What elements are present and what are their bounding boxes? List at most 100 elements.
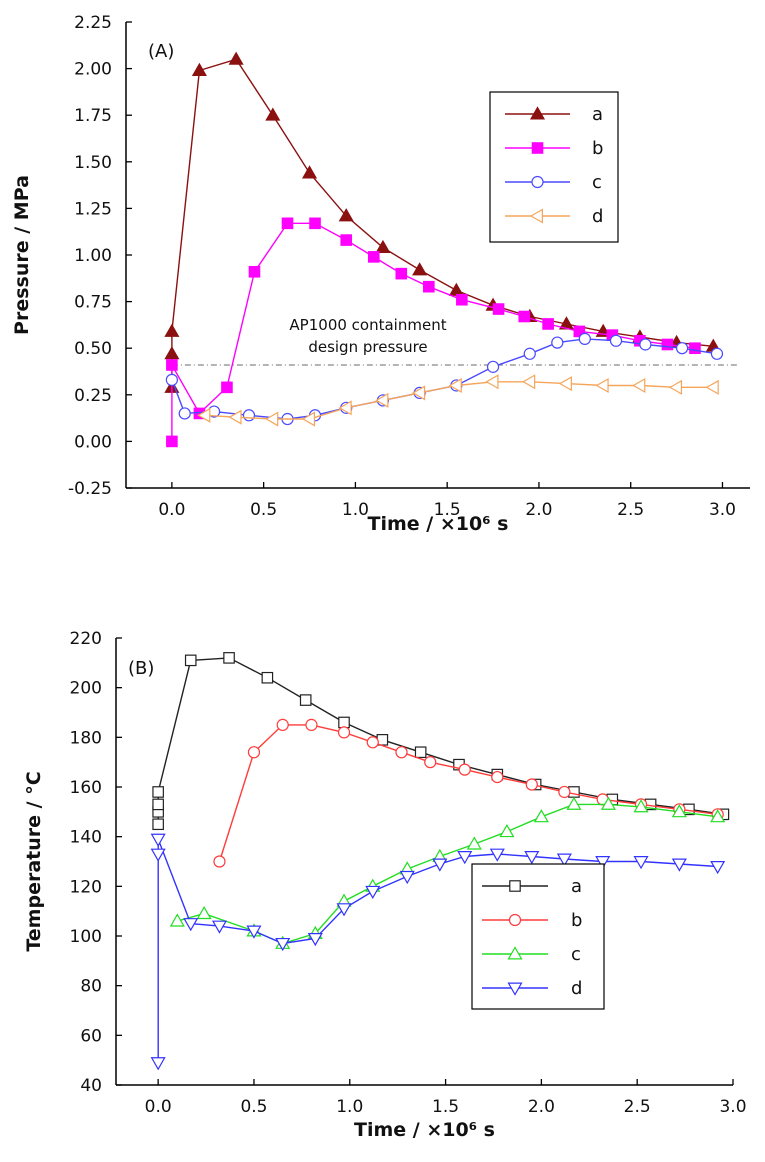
legend-label-b: b — [592, 138, 603, 159]
series-line-d — [157, 838, 718, 1063]
data-point-c-9 — [466, 836, 482, 850]
data-point-a-4 — [184, 654, 197, 667]
y-axis-title: Temperature / °C — [23, 771, 45, 951]
data-point-d-11 — [595, 377, 609, 394]
data-point-d-7 — [448, 377, 462, 394]
data-point-b-19 — [689, 342, 701, 354]
data-point-a-3 — [191, 62, 207, 76]
data-point-c-17 — [710, 347, 724, 360]
legend-entry-a: a — [482, 876, 582, 897]
y-tick-label: 180 — [70, 728, 102, 748]
series-line-c — [177, 803, 718, 945]
data-point-a-2 — [152, 798, 164, 811]
data-point-d-12 — [457, 851, 473, 865]
data-point-d-2 — [265, 411, 279, 427]
data-point-c-3 — [242, 409, 256, 422]
data-point-b-8 — [367, 251, 380, 263]
data-point-a-0 — [152, 818, 164, 831]
legend-box — [489, 91, 619, 243]
data-point-c-11 — [533, 809, 549, 823]
data-point-d-10 — [399, 870, 415, 885]
legend-label-c: c — [571, 944, 581, 965]
data-point-b-5 — [366, 736, 379, 749]
annotation-text: AP1000 containment — [289, 316, 446, 334]
y-tick-label: 80 — [80, 977, 102, 997]
x-tick-label: 1.5 — [434, 500, 461, 520]
y-tick-label: 140 — [70, 828, 102, 848]
data-point-d-7 — [307, 933, 323, 947]
x-tick-label: 1.0 — [336, 1097, 363, 1117]
annotation-text: design pressure — [308, 338, 427, 356]
data-point-d-8 — [336, 903, 352, 917]
data-point-d-18 — [671, 858, 687, 872]
data-point-c-0 — [165, 373, 179, 387]
data-point-b-3 — [305, 718, 318, 732]
y-tick-label: 120 — [70, 877, 102, 897]
legend-entry-c: c — [505, 172, 602, 193]
legend-label-b: b — [571, 910, 582, 931]
x-tick-label: 2.5 — [624, 1097, 651, 1117]
legend-label-d: d — [571, 978, 582, 999]
data-point-d-14 — [705, 379, 719, 395]
x-tick-label: 0.0 — [158, 500, 185, 520]
data-point-d-6 — [411, 385, 426, 401]
data-point-b-6 — [395, 746, 408, 759]
y-axis-title: Pressure / MPa — [11, 175, 33, 335]
y-tick-label: 1.75 — [74, 106, 112, 126]
data-point-d-6 — [275, 937, 291, 952]
data-point-a-8 — [338, 716, 350, 729]
data-point-c-13 — [600, 796, 616, 810]
panel-label: (B) — [128, 658, 154, 679]
legend-label-a: a — [571, 876, 582, 897]
series-d — [197, 374, 719, 427]
y-tick-label: 0.75 — [74, 293, 112, 313]
legend-entry-d: d — [482, 978, 582, 999]
data-point-d-13 — [489, 848, 505, 862]
data-point-c-legend — [507, 946, 523, 960]
data-point-b-11 — [558, 785, 571, 799]
x-axis-title: Time / ×10⁶ s — [354, 1119, 495, 1141]
data-point-a-2 — [164, 323, 180, 337]
y-tick-label: 0.00 — [74, 432, 112, 452]
y-tick-label: -0.25 — [68, 479, 112, 499]
x-tick-label: 0.5 — [240, 1097, 267, 1117]
data-point-a-8 — [375, 239, 391, 254]
x-tick-label: 2.5 — [617, 500, 644, 520]
data-point-d-5 — [246, 925, 262, 939]
x-tick-label: 0.0 — [145, 1097, 172, 1117]
series-line-a — [171, 58, 714, 388]
data-point-a-3 — [152, 786, 164, 798]
data-point-a-legend — [509, 880, 521, 892]
data-point-a-7 — [299, 694, 312, 706]
legend-entry-b: b — [482, 910, 582, 931]
data-point-c-10 — [486, 360, 500, 373]
panel-label: (A) — [148, 41, 174, 62]
chart-panel-temperature: 40 60 80 100 120 140 160 180 200 220 0.0 0.5 1.0 1.5 2… — [23, 629, 747, 1141]
data-point-d-17 — [633, 856, 649, 870]
series-line-b — [218, 724, 718, 862]
data-point-d-legend — [529, 208, 543, 224]
x-tick-label: 1.5 — [432, 1097, 459, 1117]
data-point-c-12 — [566, 796, 582, 810]
legend-label-c: c — [592, 172, 602, 193]
data-point-b-8 — [458, 763, 471, 776]
x-tick-label: 2.0 — [525, 500, 552, 520]
data-point-c-15 — [639, 338, 652, 351]
y-tick-label: 1.00 — [74, 246, 112, 266]
data-point-d-9 — [522, 374, 536, 390]
data-point-d-10 — [558, 376, 572, 392]
y-tick-label: 200 — [70, 679, 102, 699]
data-point-b-7 — [424, 756, 437, 769]
y-tick-label: 0.50 — [74, 339, 112, 359]
x-tick-label: 1.0 — [342, 500, 369, 520]
legend-box — [471, 863, 605, 1010]
data-point-a-10 — [414, 746, 427, 759]
data-point-d-4 — [338, 400, 352, 416]
data-point-d-3 — [301, 411, 316, 427]
data-point-d-8 — [485, 374, 499, 390]
data-point-d-2 — [150, 833, 166, 847]
data-point-b-10 — [423, 280, 435, 293]
data-point-b-10 — [525, 778, 538, 791]
